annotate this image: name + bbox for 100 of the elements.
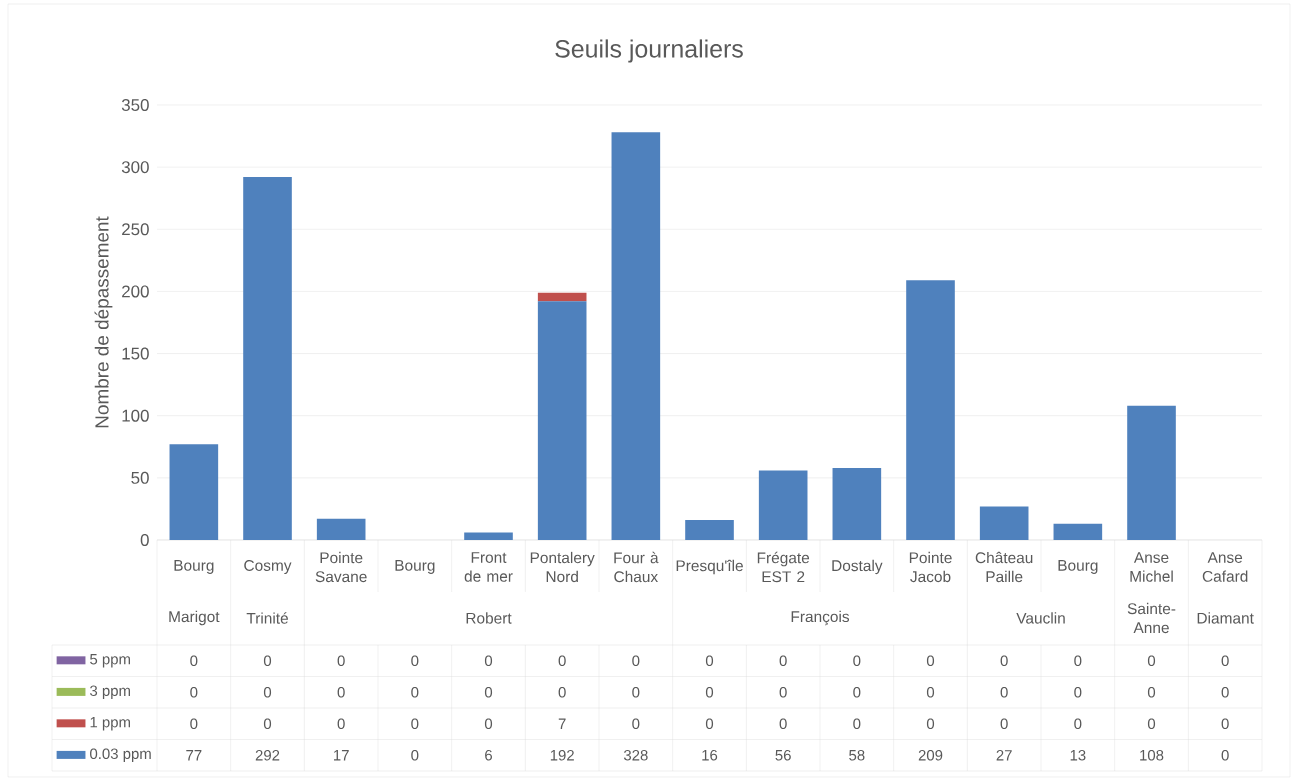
text: Sainte-Anne [1127, 602, 1176, 634]
data-label: 0 [926, 686, 935, 698]
text: Trinité [246, 612, 288, 624]
data-label: 58 [849, 749, 865, 761]
data-label: 0 [926, 718, 935, 730]
data-label: 0 [411, 686, 419, 698]
data-label: 0 [705, 686, 714, 698]
data-label: 0 [263, 686, 272, 698]
data-label: 0 [779, 686, 787, 698]
x-tick-label: Bourg [1058, 560, 1098, 574]
data-label: 0 [337, 655, 345, 667]
x-tick-label: Château Paille [975, 551, 1033, 583]
x-tick-label: Frégate EST 2 [757, 551, 810, 583]
bar [169, 444, 219, 540]
data-label: 56 [775, 749, 791, 761]
text: Vauclin [1016, 612, 1065, 624]
data-label: 16 [702, 749, 718, 761]
data-label: 0 [484, 655, 493, 667]
data-label: 0 [632, 718, 640, 730]
y-tick-label: 350 [121, 98, 149, 111]
text: Marigot [169, 610, 220, 626]
data-label: 0 [411, 749, 419, 761]
data-label: 0 [632, 686, 640, 698]
bar [243, 177, 292, 540]
data-label: 17 [334, 750, 349, 761]
bar [1127, 405, 1176, 540]
data-label: 0 [1000, 686, 1008, 698]
y-tick-label: 200 [122, 285, 149, 298]
data-label: 0 [1000, 655, 1008, 667]
bar [1053, 523, 1103, 540]
data-label: 0 [1147, 718, 1156, 730]
bar [758, 470, 808, 540]
data-label: 0 [779, 655, 787, 667]
text: Robert [466, 612, 512, 624]
data-label: 0 [1074, 686, 1082, 698]
data-label: 0 [337, 686, 345, 698]
bar [685, 520, 734, 540]
x-tick-label: Pointe Jacob [909, 551, 952, 583]
data-label: 0 [1074, 718, 1082, 730]
data-label: 0 [1147, 655, 1156, 667]
bar [906, 280, 955, 540]
bar [537, 292, 587, 302]
data-label: 0 [558, 686, 566, 698]
data-label: 0 [1221, 749, 1229, 761]
y-tick-label: 250 [122, 223, 149, 236]
data-label: 0 [411, 655, 419, 667]
data-label: 0 [779, 718, 787, 730]
data-label: 0 [1221, 686, 1229, 698]
data-label: 0 [263, 655, 272, 667]
bar [611, 132, 661, 540]
y-tick-label: 150 [122, 347, 149, 360]
x-tick-label: Pontalery Nord [530, 551, 595, 583]
data-label: 292 [255, 749, 280, 761]
x-tick-label: Dostaly [832, 559, 883, 575]
data-label: 108 [1140, 749, 1164, 761]
bar [537, 301, 587, 540]
data-label: 192 [550, 749, 574, 761]
chart-title: Seuils journaliers [555, 39, 743, 63]
data-label: 0 [337, 718, 345, 730]
data-label: 0 [1221, 655, 1229, 667]
data-label: 0 [1147, 686, 1156, 698]
data-label: 0 [853, 686, 861, 698]
data-label: 0 [190, 655, 198, 667]
x-tick-label: Bourg [395, 560, 435, 574]
x-tick-label: Presqu'île [676, 559, 743, 575]
legend-label: 3 ppm [90, 685, 130, 699]
data-label: 77 [186, 750, 202, 761]
data-label: 0 [705, 718, 714, 730]
y-tick-label: 50 [131, 471, 149, 484]
data-label: 209 [918, 749, 943, 761]
data-label: 0 [190, 686, 198, 698]
data-label: 0 [484, 718, 493, 730]
text: Diamant [1197, 612, 1254, 624]
legend-label: 1 ppm [90, 717, 130, 731]
data-label: 0 [926, 655, 935, 667]
data-label: 0 [558, 655, 566, 667]
data-label: 0 [632, 655, 640, 667]
data-label: 0 [263, 718, 272, 730]
text: François [791, 610, 850, 626]
data-label: 0 [705, 655, 714, 667]
bar [832, 467, 882, 540]
data-label: 7 [558, 718, 566, 729]
data-label: 6 [485, 749, 493, 761]
x-tick-label: Four à Chaux [614, 551, 659, 583]
y-tick-label: 0 [140, 533, 149, 546]
bar [316, 518, 366, 540]
data-label: 0 [1074, 655, 1082, 667]
x-tick-label: Bourg [174, 560, 214, 574]
x-tick-label: Pointe Savane [315, 551, 367, 583]
x-tick-label: Anse Michel [1130, 552, 1173, 582]
data-label: 0 [853, 718, 861, 730]
legend-label: 5 ppm [90, 654, 130, 668]
bar [979, 506, 1029, 540]
data-label: 0 [853, 655, 861, 667]
bar [464, 532, 513, 540]
y-tick-label: 300 [121, 161, 149, 174]
data-label: 13 [1070, 749, 1086, 761]
x-tick-label: Anse Cafard [1202, 552, 1248, 582]
data-label: 328 [623, 749, 648, 761]
data-label: 0 [190, 718, 198, 730]
